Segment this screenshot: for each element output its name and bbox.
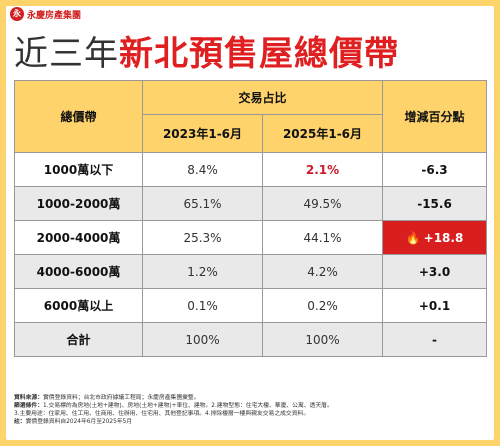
band-label: 2000-4000萬 bbox=[14, 220, 143, 255]
share-2025: 44.1% bbox=[261, 220, 384, 255]
change-value: +18.8 bbox=[423, 230, 464, 245]
share-2025: 4.2% bbox=[261, 254, 384, 289]
share-2023: 8.4% bbox=[142, 152, 263, 187]
share-2025: 2.1% bbox=[261, 152, 384, 187]
header-change: 增減百分點 bbox=[382, 80, 488, 153]
page-title: 近三年 新北預售屋總價帶 bbox=[14, 26, 399, 74]
band-label: 4000-6000萬 bbox=[14, 254, 143, 289]
share-2023: 1.2% bbox=[142, 254, 263, 289]
table-row-total: 合計 100% 100% - bbox=[14, 322, 488, 357]
header-total-band: 總價帶 bbox=[14, 80, 143, 153]
price-band-table: 總價帶 交易占比 增減百分點 2023年1-6月 2025年1-6月 1000萬… bbox=[14, 80, 488, 357]
header-share: 交易占比 bbox=[141, 80, 384, 115]
change-value: +0.1 bbox=[382, 288, 488, 323]
change-value-highlight: 🔥 +18.8 bbox=[382, 220, 488, 255]
logo-mark: 永 bbox=[10, 7, 24, 21]
header-2025: 2025年1-6月 bbox=[261, 114, 384, 153]
share-2023: 100% bbox=[142, 322, 263, 357]
share-2023: 25.3% bbox=[142, 220, 263, 255]
footnotes: 資料來源：實價登錄資料；台北市政府據議工程局；永慶房產集團彙整。 篩選條件：1.… bbox=[14, 394, 486, 426]
share-2023: 65.1% bbox=[142, 186, 263, 221]
header-row-1: 總價帶 交易占比 增減百分點 bbox=[14, 80, 488, 153]
table-row: 6000萬以上 0.1% 0.2% +0.1 bbox=[14, 288, 488, 323]
fire-icon: 🔥 bbox=[405, 230, 421, 245]
change-value: -6.3 bbox=[382, 152, 488, 187]
table-row: 2000-4000萬 25.3% 44.1% 🔥 +18.8 bbox=[14, 220, 488, 255]
header-2023: 2023年1-6月 bbox=[142, 114, 263, 153]
change-value: +3.0 bbox=[382, 254, 488, 289]
table-row: 4000-6000萬 1.2% 4.2% +3.0 bbox=[14, 254, 488, 289]
change-value: - bbox=[382, 322, 488, 357]
logo-name: 永慶房產集團 bbox=[27, 10, 82, 21]
band-label: 1000-2000萬 bbox=[14, 186, 143, 221]
table-row: 1000-2000萬 65.1% 49.5% -15.6 bbox=[14, 186, 488, 221]
share-2025: 49.5% bbox=[261, 186, 384, 221]
filter-note: 篩選條件：1.交易標的為房地(土地+建物)、房地(土地+建物)+車位、建物。2.… bbox=[14, 403, 333, 409]
band-label: 合計 bbox=[14, 322, 143, 357]
title-part-2: 新北預售屋總價帶 bbox=[119, 34, 399, 74]
date-note: 註：實價登錄資料自2024年6月至2025年5月 bbox=[14, 419, 133, 425]
share-2025: 100% bbox=[261, 322, 384, 357]
brand-logo: 永 永慶房產集團 bbox=[10, 6, 81, 22]
title-part-1: 近三年 bbox=[14, 34, 119, 74]
share-2023: 0.1% bbox=[142, 288, 263, 323]
band-label: 1000萬以下 bbox=[14, 152, 143, 187]
source-note: 資料來源：實價登錄資料；台北市政府據議工程局；永慶房產集團彙整。 bbox=[14, 395, 200, 401]
share-2025: 0.2% bbox=[261, 288, 384, 323]
filter-note-2: 3.主要用途：住家用、住工用、住商用、住辦用、住宅用、其他登記事項。4.排除樓層… bbox=[14, 411, 310, 417]
change-value: -15.6 bbox=[382, 186, 488, 221]
header-row-2: 2023年1-6月 2025年1-6月 bbox=[15, 114, 487, 153]
band-label: 6000萬以上 bbox=[14, 288, 143, 323]
table-row: 1000萬以下 8.4% 2.1% -6.3 bbox=[14, 152, 488, 187]
